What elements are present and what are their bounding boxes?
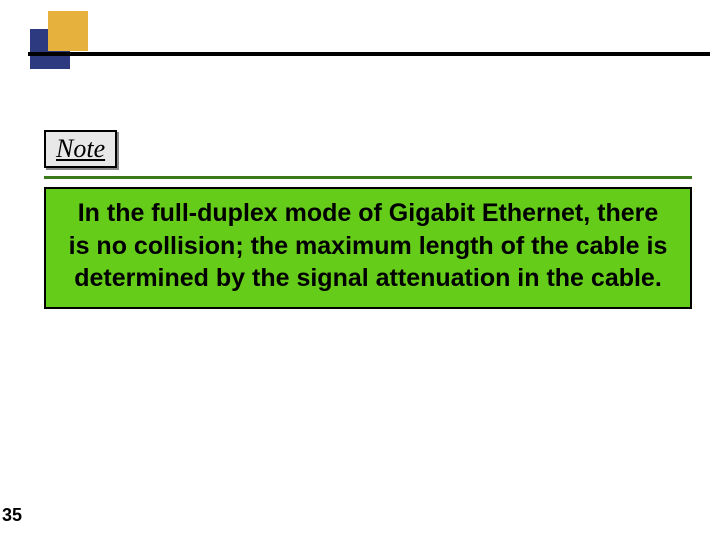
page-number: 35 xyxy=(2,505,22,526)
callout-box: In the full-duplex mode of Gigabit Ether… xyxy=(44,187,692,309)
header-rule xyxy=(28,52,710,56)
note-label: Note xyxy=(44,130,117,168)
logo-square-front xyxy=(48,11,88,51)
slide-container: Note In the full-duplex mode of Gigabit … xyxy=(0,0,720,540)
note-underline xyxy=(44,176,692,179)
logo xyxy=(30,11,62,43)
callout-text: In the full-duplex mode of Gigabit Ether… xyxy=(64,197,672,295)
